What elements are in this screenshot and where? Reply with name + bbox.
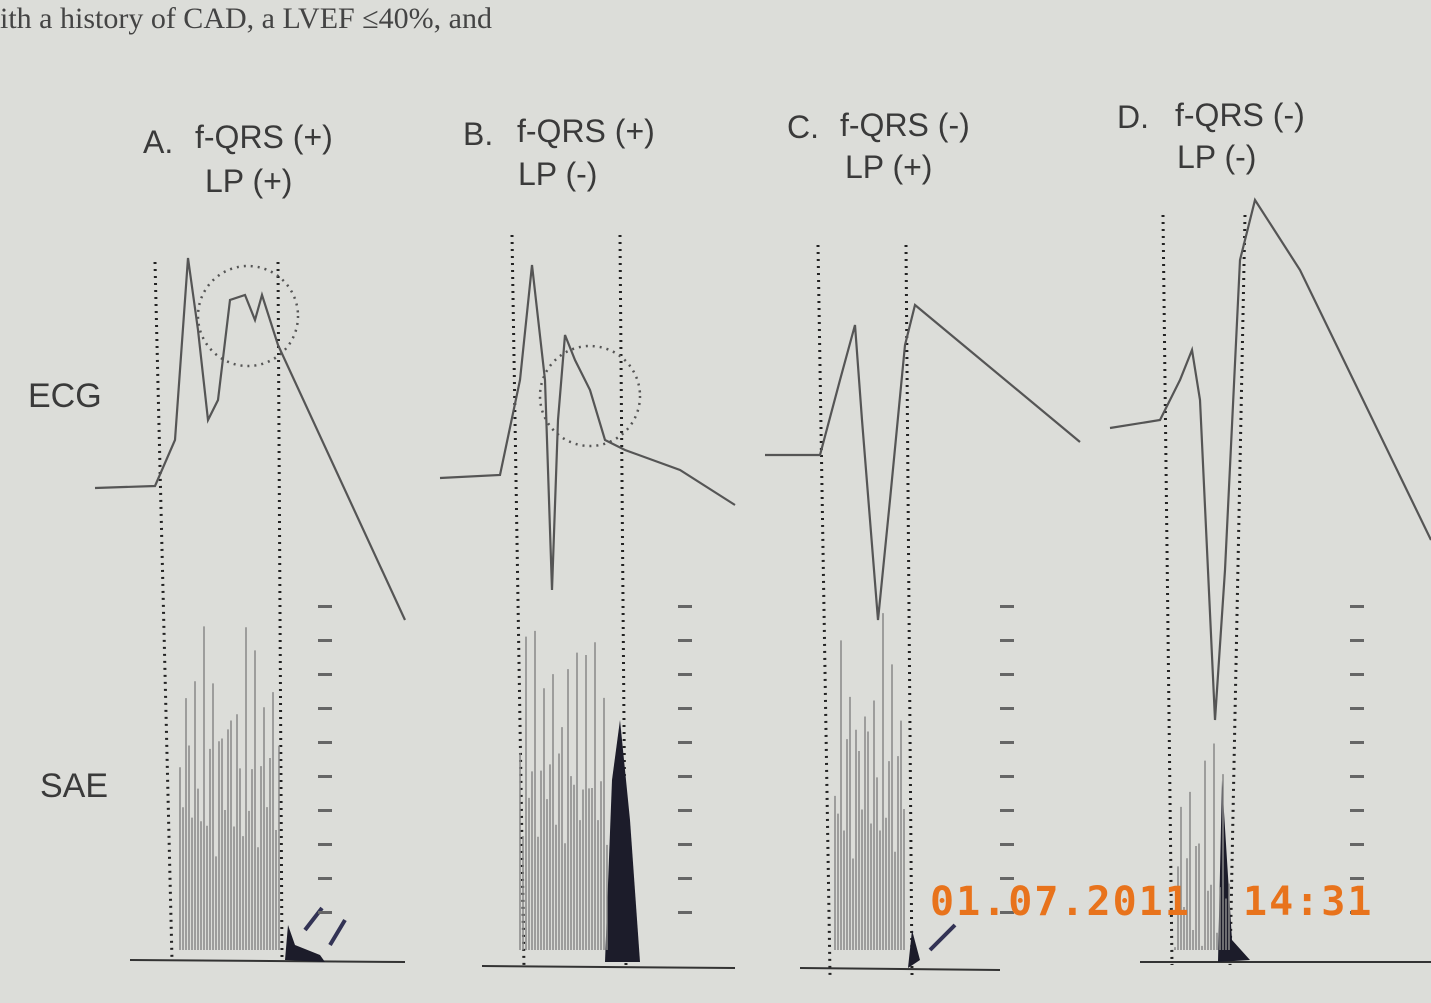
sae-signal bbox=[519, 630, 608, 950]
scale-dot bbox=[318, 809, 332, 812]
sae-baseline bbox=[799, 967, 1001, 971]
offset-marker bbox=[276, 261, 284, 961]
scale-dot bbox=[678, 673, 692, 676]
panel-fqrs: f-QRS (-) bbox=[1175, 97, 1305, 133]
onset-marker bbox=[816, 244, 832, 976]
scale-dot bbox=[678, 877, 692, 880]
sae-baseline bbox=[481, 965, 736, 969]
late-potential bbox=[908, 930, 920, 968]
scale-dot bbox=[1000, 809, 1014, 812]
late-potential bbox=[285, 925, 325, 962]
scale-dot bbox=[1000, 707, 1014, 710]
scale-dot bbox=[678, 707, 692, 710]
panel-lp: LP (+) bbox=[845, 149, 932, 185]
ecg-trace bbox=[1109, 197, 1431, 721]
scale-dot bbox=[1350, 809, 1364, 812]
scale-dot bbox=[318, 605, 332, 608]
row-label: SAE bbox=[40, 767, 108, 805]
ecg-trace bbox=[765, 303, 1081, 621]
scale-dot bbox=[318, 775, 332, 778]
panel-letter: B. bbox=[463, 116, 493, 152]
scale-dot bbox=[1000, 741, 1014, 744]
scale-dot bbox=[678, 605, 692, 608]
scale-dot bbox=[318, 877, 332, 880]
panel-lp: LP (-) bbox=[518, 156, 597, 192]
scale-dot bbox=[318, 911, 332, 914]
camera-timestamp: 01.07.2011 14:31 bbox=[930, 879, 1373, 925]
scale-dot bbox=[318, 673, 332, 676]
offset-marker bbox=[904, 244, 914, 976]
ecg-trace bbox=[439, 264, 736, 591]
panel-letter: C. bbox=[787, 109, 819, 145]
panel-lp: LP (+) bbox=[205, 163, 292, 199]
panel-fqrs: f-QRS (+) bbox=[517, 113, 655, 149]
scale-dot bbox=[1350, 639, 1364, 642]
ecg-trace bbox=[94, 257, 406, 621]
scale-dot bbox=[1350, 605, 1364, 608]
sae-signal bbox=[834, 613, 905, 950]
arrow bbox=[928, 923, 957, 952]
scale-dot bbox=[1000, 911, 1014, 914]
scale-dot bbox=[678, 639, 692, 642]
row-label: ECG bbox=[28, 377, 102, 415]
panel-letter: A. bbox=[143, 124, 173, 160]
panel-fqrs: f-QRS (-) bbox=[840, 107, 970, 143]
scale-dot bbox=[1350, 741, 1364, 744]
panel-lp: LP (-) bbox=[1177, 139, 1256, 175]
scale-dot bbox=[1350, 911, 1364, 914]
scale-dot bbox=[1000, 639, 1014, 642]
scale-dot bbox=[678, 843, 692, 846]
scale-dot bbox=[1000, 877, 1014, 880]
scale-dot bbox=[1350, 877, 1364, 880]
scale-dot bbox=[678, 741, 692, 744]
scale-dot bbox=[1000, 605, 1014, 608]
scale-dot bbox=[318, 639, 332, 642]
highlight-circle bbox=[538, 344, 642, 448]
panel-letter: D. bbox=[1117, 99, 1149, 135]
panel-fqrs: f-QRS (+) bbox=[195, 119, 333, 155]
onset-marker bbox=[153, 261, 174, 961]
scale-dot bbox=[318, 741, 332, 744]
scale-dot bbox=[1350, 707, 1364, 710]
scale-dot bbox=[1350, 843, 1364, 846]
scale-dot bbox=[1350, 775, 1364, 778]
onset-marker bbox=[510, 234, 526, 969]
highlight-circle bbox=[196, 264, 300, 368]
scale-dot bbox=[318, 843, 332, 846]
sae-signal bbox=[1174, 743, 1230, 950]
header-fragment: ith a history of CAD, a LVEF ≤40%, and bbox=[0, 2, 492, 35]
scale-dot bbox=[1350, 673, 1364, 676]
scale-dot bbox=[678, 911, 692, 914]
sae-signal bbox=[179, 626, 280, 950]
scale-dot bbox=[318, 707, 332, 710]
scale-dot bbox=[1000, 843, 1014, 846]
scale-dot bbox=[1000, 673, 1014, 676]
sae-baseline bbox=[129, 959, 406, 963]
scale-dot bbox=[678, 775, 692, 778]
late-potential bbox=[605, 720, 640, 962]
scale-dot bbox=[678, 809, 692, 812]
scale-dot bbox=[1000, 775, 1014, 778]
